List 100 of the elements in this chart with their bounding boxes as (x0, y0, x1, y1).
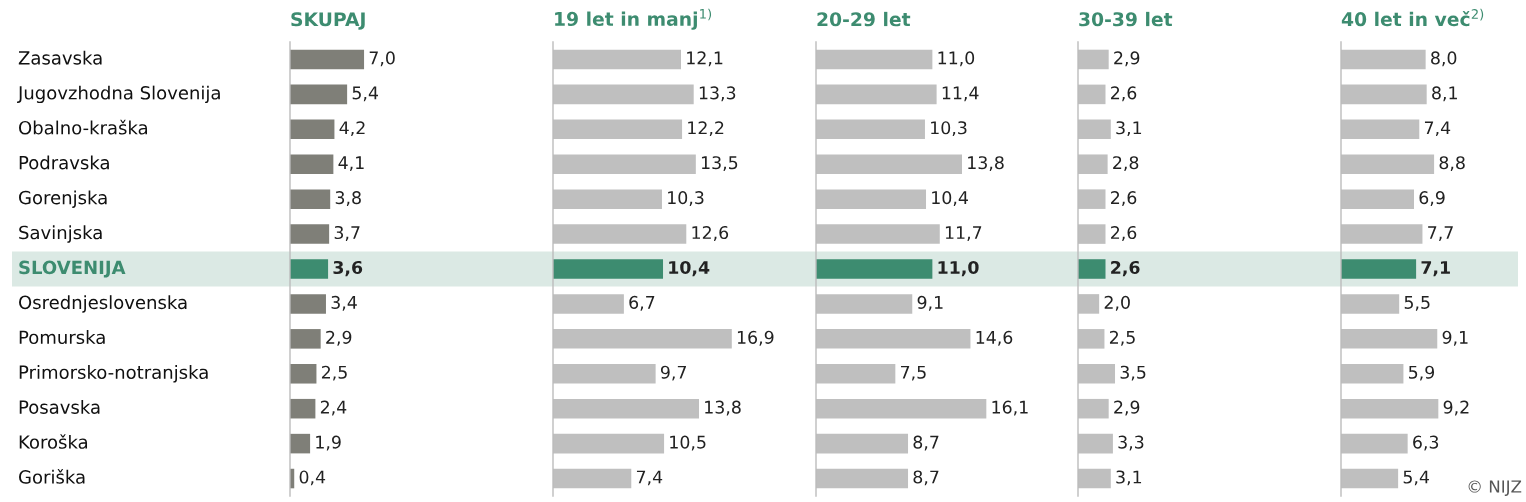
bar (290, 294, 326, 314)
data-label: 2,9 (1114, 51, 1140, 67)
data-label: 10,3 (931, 121, 967, 137)
y-tick-label: Podravska (19, 155, 109, 170)
data-label: 3,5 (1120, 365, 1146, 381)
data-label: 3,3 (1118, 435, 1144, 451)
data-label: 8,7 (913, 435, 939, 451)
y-tick-label: Koroška (19, 434, 88, 449)
y-tick-label: Obalno-kraška (19, 119, 148, 135)
text: © NIJZ (1468, 480, 1522, 496)
data-label: 11,0 (938, 51, 975, 67)
data-label: 3,4 (331, 295, 357, 311)
data-label: 13,8 (705, 400, 741, 416)
data-label: 2,5 (321, 365, 347, 381)
bar (290, 329, 321, 349)
data-label: 12,2 (688, 121, 724, 137)
data-label: 8,1 (1432, 86, 1457, 102)
chart-title: SKUPAJ (291, 12, 365, 30)
data-label: 2,5 (1109, 330, 1135, 346)
data-label: 16,9 (737, 330, 774, 346)
data-label: 3,6 (333, 260, 363, 277)
data-label: 7,1 (1421, 261, 1450, 277)
data-label: 6,3 (1413, 435, 1439, 451)
y-tick-label: Posavska (19, 399, 100, 414)
y-tick-label: Gorenjska (19, 190, 107, 208)
data-label: 7,7 (1428, 226, 1453, 241)
y-tick-label: Pomurska (19, 330, 105, 345)
bar (1341, 259, 1417, 279)
bar (290, 189, 331, 209)
data-label: 10,3 (668, 191, 704, 206)
data-label: 4,2 (339, 121, 365, 137)
y-tick-label: Primorsko-notranjska (19, 365, 208, 383)
data-label: 3,1 (1116, 121, 1142, 137)
data-label: 7,5 (901, 365, 926, 381)
data-label: 2,9 (326, 330, 352, 346)
bar (1078, 259, 1106, 279)
data-label: 13,3 (699, 86, 736, 102)
bar (290, 49, 365, 70)
data-label: 2,6 (1111, 86, 1137, 102)
data-label: 9,2 (1443, 400, 1469, 416)
data-label: 12,1 (687, 51, 723, 67)
data-label: 11,7 (945, 226, 982, 241)
data-label: 2,6 (1111, 191, 1137, 206)
bar (290, 398, 316, 419)
data-label: 12,6 (692, 225, 729, 241)
data-label: 2,6 (1111, 225, 1137, 241)
bar (290, 259, 329, 279)
bar (290, 224, 330, 244)
data-label: 7,4 (636, 470, 663, 486)
chart-title: 30-39 let (1079, 11, 1173, 27)
data-label: 2,8 (1113, 156, 1139, 172)
data-label: 6,9 (1419, 191, 1445, 206)
y-tick-label: Goriška (19, 469, 85, 484)
data-label: 0,4 (299, 470, 326, 486)
y-tick-label: Zasavska (18, 50, 102, 65)
data-label: 16,1 (992, 400, 1028, 416)
data-label: 4,1 (338, 156, 364, 172)
data-label: 7,4 (1424, 121, 1451, 137)
bar (290, 119, 335, 140)
data-label: 13,8 (968, 156, 1004, 172)
bar (553, 259, 664, 279)
data-label: 7,0 (369, 51, 395, 67)
data-label: 2,4 (320, 400, 347, 416)
data-label: 2,9 (1114, 400, 1140, 416)
data-label: 9,1 (1442, 330, 1468, 346)
data-label: 9,1 (917, 295, 943, 311)
data-label: 2,6 (1111, 260, 1140, 277)
data-label: 8,0 (1431, 51, 1457, 67)
data-label: 6,7 (629, 295, 655, 311)
data-label: 9,7 (660, 365, 686, 381)
data-label: 1,9 (316, 435, 341, 451)
data-label: 3,1 (1116, 470, 1142, 486)
y-tick-label: SLOVENIJA (19, 260, 126, 278)
data-label: 3,8 (335, 191, 361, 206)
bar (290, 154, 334, 175)
data-label: 5,4 (1403, 470, 1430, 486)
bar (816, 259, 933, 279)
data-label: 2,0 (1104, 295, 1130, 311)
data-label: 5,9 (1409, 365, 1435, 381)
data-label: 11,4 (942, 86, 979, 102)
data-label: 13,5 (701, 156, 738, 172)
data-label: 10,5 (670, 435, 706, 451)
data-label: 8,7 (913, 470, 939, 486)
data-label: 8,8 (1439, 156, 1465, 172)
data-label: 5,5 (1404, 296, 1430, 311)
data-label: 10,4 (932, 191, 968, 206)
bar (290, 84, 348, 105)
y-tick-label: Osrednjeslovenska (19, 295, 187, 313)
y-tick-label: Jugovzhodna Slovenija (17, 85, 220, 104)
chart-title: 20-29 let (817, 11, 911, 27)
bar (290, 363, 317, 384)
y-tick-label: Savinjska (19, 225, 102, 243)
data-label: 3,7 (334, 225, 360, 241)
bar (290, 433, 311, 454)
chart-title: 40 let in več$^{2)}$ (1341, 8, 1484, 27)
data-label: 11,0 (938, 260, 979, 277)
data-label: 10,4 (669, 260, 710, 277)
data-label: 5,4 (352, 86, 379, 102)
data-label: 14,6 (976, 330, 1013, 346)
chart-title: 19 let in manj$^{1)}$ (555, 8, 712, 30)
